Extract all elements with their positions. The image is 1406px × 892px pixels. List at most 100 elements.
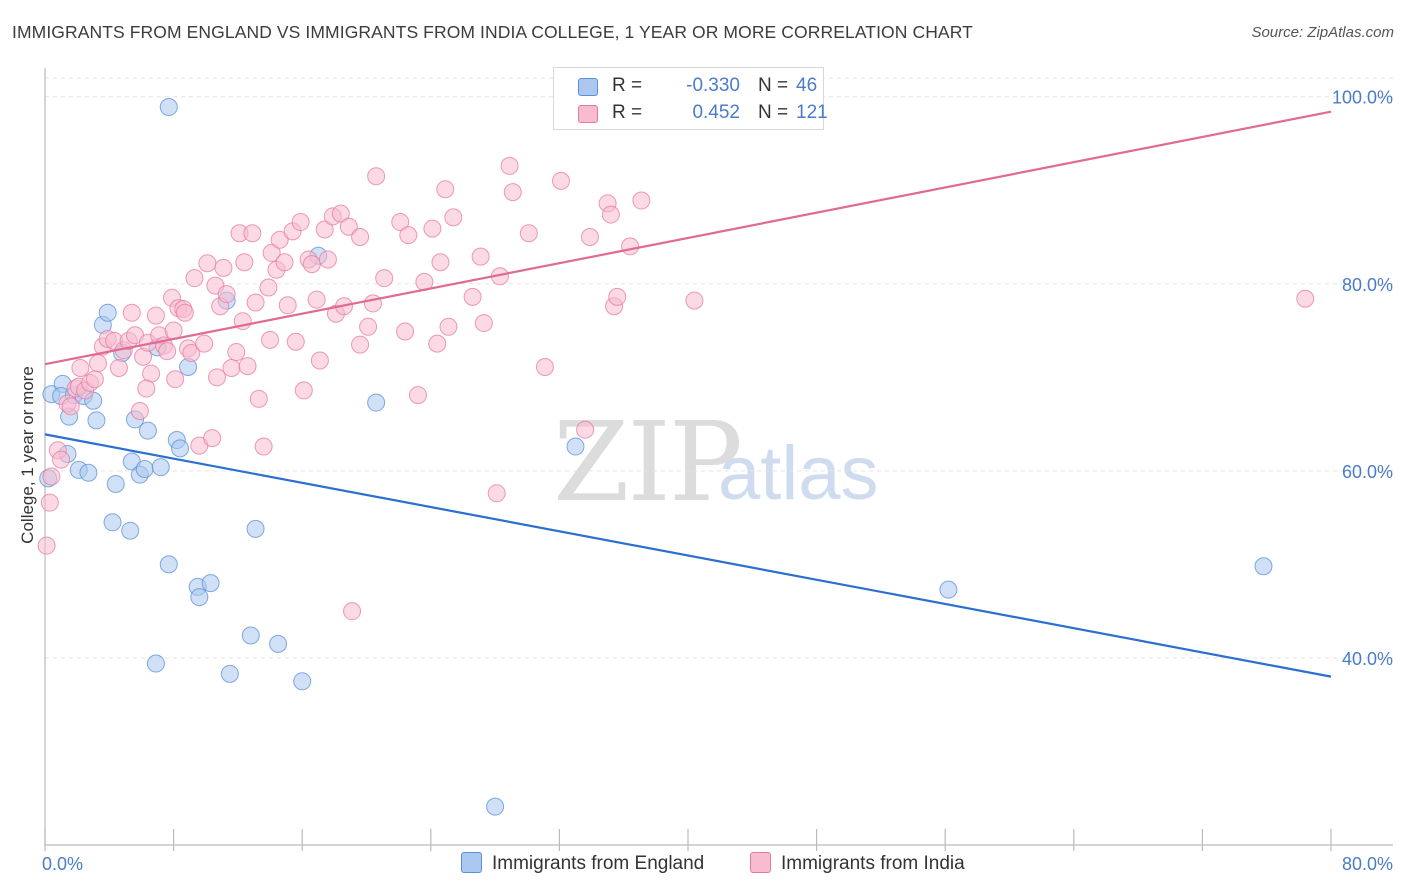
india-point xyxy=(137,379,156,398)
india-n-label: N = xyxy=(758,102,789,123)
india-point xyxy=(576,420,595,439)
y-tick-label: 40.0% xyxy=(1342,649,1393,669)
england-point xyxy=(241,626,260,645)
england-r-label: R = xyxy=(612,75,643,96)
india-point xyxy=(535,358,554,377)
bottom-india-label: Immigrants from India xyxy=(781,853,965,874)
label-layer: College, 1 year or more 0.0% 80.0% 40.0%… xyxy=(18,88,1393,874)
india-point xyxy=(318,250,337,269)
bottom-england-swatch xyxy=(461,852,482,873)
india-point xyxy=(246,293,265,312)
india-point xyxy=(85,370,104,389)
india-point xyxy=(487,484,506,503)
india-point xyxy=(259,278,278,297)
chart-title: IMMIGRANTS FROM ENGLAND VS IMMIGRANTS FR… xyxy=(12,22,973,42)
india-r-value: 0.452 xyxy=(692,102,740,123)
india-point xyxy=(315,220,334,239)
y-tick-label: 80.0% xyxy=(1342,275,1393,295)
england-point xyxy=(121,521,140,540)
india-point xyxy=(89,354,108,373)
england-points xyxy=(39,97,1273,816)
england-point xyxy=(246,519,265,538)
india-point xyxy=(1296,289,1315,308)
india-point xyxy=(351,228,370,247)
india-point xyxy=(249,389,268,408)
england-point xyxy=(135,459,154,478)
india-point xyxy=(302,255,321,274)
stats-legend: R = -0.330 N = 46 R = 0.452 N = 121 xyxy=(553,67,828,130)
india-point xyxy=(286,332,305,351)
india-point xyxy=(396,322,415,341)
india-point xyxy=(474,314,493,333)
india-point xyxy=(40,493,59,512)
india-point xyxy=(235,253,254,272)
india-point xyxy=(254,437,273,456)
india-point xyxy=(343,602,362,621)
india-point xyxy=(214,258,233,277)
england-point xyxy=(79,463,98,482)
india-point xyxy=(294,381,313,400)
india-swatch xyxy=(578,105,598,123)
england-point xyxy=(98,303,117,322)
india-point xyxy=(262,243,281,262)
india-point xyxy=(37,536,56,555)
india-point xyxy=(203,429,222,448)
england-point xyxy=(566,437,585,456)
india-point xyxy=(146,306,165,325)
india-point xyxy=(122,303,141,322)
india-point xyxy=(580,228,599,247)
india-point xyxy=(71,358,90,377)
india-point xyxy=(399,226,418,245)
india-point xyxy=(391,213,410,232)
watermark-zip: ZIP xyxy=(553,398,743,526)
india-trend-line xyxy=(44,110,1332,366)
england-point xyxy=(146,654,165,673)
india-point xyxy=(632,191,651,210)
england-point xyxy=(190,588,209,607)
india-point xyxy=(278,296,297,315)
india-point xyxy=(331,204,350,223)
india-point xyxy=(238,357,257,376)
india-point xyxy=(408,386,427,405)
india-point xyxy=(500,156,519,175)
india-point xyxy=(685,291,704,310)
england-point xyxy=(220,664,239,683)
india-point xyxy=(227,343,246,362)
england-trend-line xyxy=(44,433,1332,678)
india-point xyxy=(185,269,204,288)
india-point xyxy=(217,285,236,304)
y-tick-label: 60.0% xyxy=(1342,462,1393,482)
y-tick-label: 100.0% xyxy=(1332,88,1393,108)
england-point xyxy=(269,634,288,653)
england-point xyxy=(1254,557,1273,576)
england-point xyxy=(106,474,125,493)
india-point xyxy=(471,247,490,266)
source-label: Source: ZipAtlas.com xyxy=(1251,24,1394,41)
england-n-label: N = xyxy=(758,75,789,96)
india-point xyxy=(363,294,382,313)
india-point xyxy=(158,342,177,361)
england-point xyxy=(367,393,386,412)
england-point xyxy=(138,421,157,440)
india-point xyxy=(195,334,214,353)
india-point xyxy=(175,303,194,322)
trend-layer xyxy=(44,110,1332,678)
india-point xyxy=(182,343,201,362)
india-point xyxy=(444,208,463,227)
india-point xyxy=(61,397,80,416)
india-point xyxy=(109,358,128,377)
england-swatch xyxy=(578,78,598,96)
india-point xyxy=(52,450,71,469)
x-tick-min: 0.0% xyxy=(42,854,83,874)
england-point xyxy=(293,672,312,691)
england-point xyxy=(486,797,505,816)
india-point xyxy=(222,358,241,377)
india-point xyxy=(423,219,442,238)
india-point xyxy=(130,401,149,420)
india-point xyxy=(291,213,310,232)
india-point xyxy=(198,254,217,273)
india-point xyxy=(307,290,326,309)
india-point xyxy=(367,167,386,186)
england-point xyxy=(939,580,958,599)
